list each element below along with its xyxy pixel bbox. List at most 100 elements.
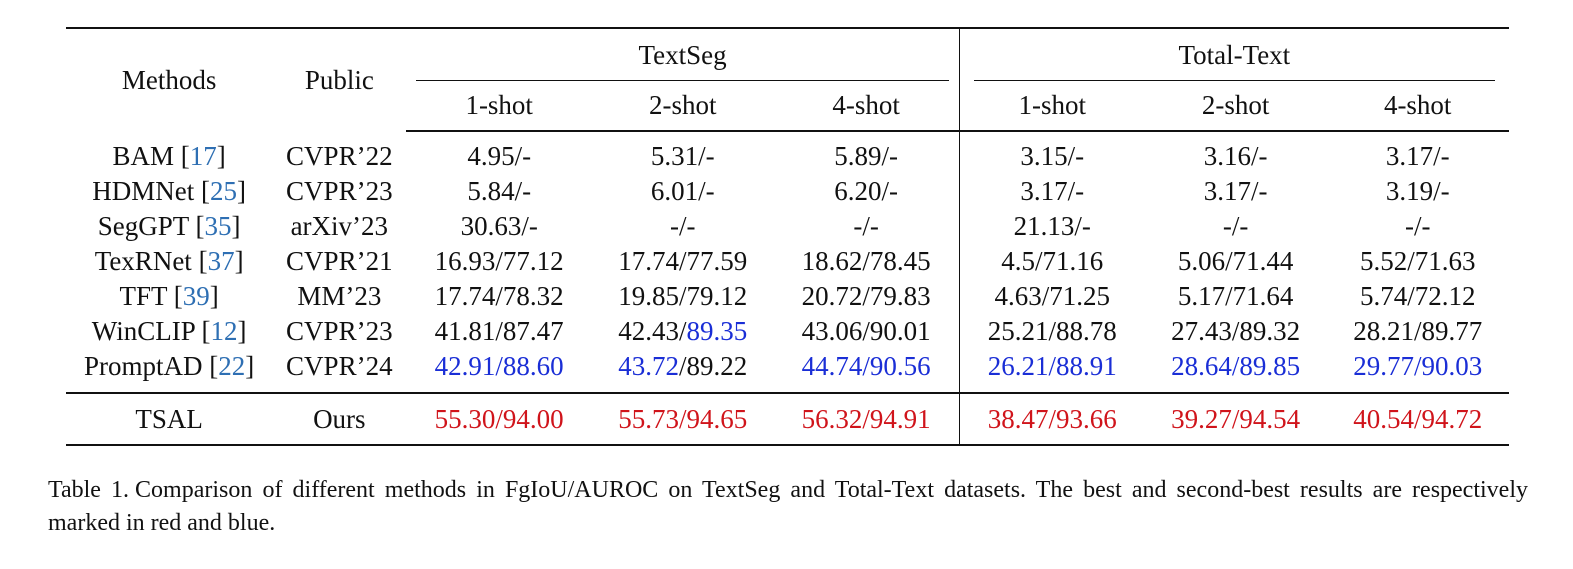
method-name-cell: HDMNet [25]: [92, 176, 247, 206]
caption-label: Table 1.: [48, 477, 130, 503]
score-cell: 27.43/89.32: [1145, 314, 1327, 349]
score-value: 17.74/77.59: [618, 246, 748, 276]
venue: CVPR’23: [286, 316, 393, 346]
score-cell: 38.47/93.66: [958, 392, 1145, 446]
score-cell: 20.72/79.83: [774, 279, 960, 314]
venue: Ours: [272, 392, 407, 446]
score-cell: 5.17/71.64: [1145, 279, 1327, 314]
score-value: 4.5/71.16: [1001, 246, 1104, 276]
score-value: 21.13/-: [1013, 211, 1091, 241]
score-value: 19.85/79.12: [618, 281, 748, 311]
textseg-group-rule: [416, 80, 949, 81]
score-cell: 4.63/71.25: [958, 279, 1145, 314]
table-row: SegGPT [35] arXiv’23 30.63/- -/- -/- 21.13/- -…: [66, 209, 1509, 244]
table-row: HDMNet [25] CVPR’23 5.84/- 6.01/- 6.20/- 3.17…: [66, 174, 1509, 209]
score-value: 3.16/-: [1203, 141, 1268, 171]
table-row: BAM [17] CVPR’22 4.95/- 5.31/- 5.89/- 3.15/- 3…: [66, 131, 1509, 174]
citation-link[interactable]: 17: [189, 140, 217, 171]
header-shot: 2-shot: [592, 81, 774, 132]
score-value: 5.06/71.44: [1177, 246, 1294, 276]
score-value: 41.81/87.47: [434, 316, 564, 346]
venue: CVPR’24: [286, 351, 393, 381]
score-value: 3.17/-: [1020, 176, 1085, 206]
score-value: 27.43/89.32: [1171, 316, 1301, 346]
score-cell: 6.01/-: [592, 174, 774, 209]
citation-link[interactable]: 39: [182, 281, 210, 311]
score-value: 17.74/78.32: [434, 281, 564, 311]
method-name: BAM: [112, 140, 175, 171]
method-name-cell: SegGPT [35]: [97, 211, 241, 241]
score-cell: 21.13/-: [958, 209, 1145, 244]
method-name: TFT: [119, 281, 168, 311]
score-cell: 39.27/94.54: [1144, 392, 1327, 446]
score-cell: 40.54/94.72: [1326, 392, 1509, 446]
score-cell: 5.06/71.44: [1145, 244, 1327, 279]
table-row: PromptAD [22] CVPR’24 42.91/88.60 43.72/89.…: [66, 349, 1509, 393]
score-value: /89.22: [679, 351, 748, 381]
score-value: 3.19/-: [1385, 176, 1450, 206]
venue: arXiv’23: [290, 211, 389, 241]
score-cell: 16.93/77.12: [406, 244, 592, 279]
score-cell: 5.74/72.12: [1326, 279, 1509, 314]
score-cell: 3.15/-: [958, 131, 1145, 174]
header-methods: Methods: [66, 27, 273, 131]
score-value: 5.89/-: [834, 141, 898, 171]
citation-link[interactable]: 12: [210, 316, 238, 346]
score-value: 43.72: [618, 351, 680, 381]
score-cell: 26.21/88.91: [958, 349, 1145, 393]
score-cell: 5.84/-: [406, 174, 592, 209]
score-cell: 17.74/77.59: [592, 244, 774, 279]
method-name-cell: TFT [39]: [119, 281, 219, 311]
score-cell: 42.43/89.35: [592, 314, 774, 349]
score-value: 5.84/-: [467, 176, 532, 206]
method-name-cell: WinCLIP [12]: [91, 316, 247, 346]
totaltext-group-rule: [973, 80, 1495, 81]
header-shot: 1-shot: [958, 81, 1145, 132]
score-value: 25.21/88.78: [987, 316, 1117, 346]
score-value: 44.74/90.56: [801, 351, 931, 381]
venue: CVPR’21: [286, 246, 393, 276]
header-shot: 4-shot: [773, 81, 960, 132]
table-row: TexRNet [37] CVPR’21 16.93/77.12 17.74/77.5…: [66, 244, 1509, 279]
score-cell: 3.17/-: [1145, 174, 1327, 209]
caption-text: Comparison of different methods in FgIoU…: [48, 477, 1528, 536]
score-cell: -/-: [592, 209, 774, 244]
method-name-cell: PromptAD [22]: [84, 351, 255, 381]
score-value: 4.63/71.25: [994, 281, 1111, 311]
table-caption: Table 1. Comparison of different methods …: [48, 474, 1528, 540]
score-value: 5.74/72.12: [1359, 281, 1476, 311]
citation-link[interactable]: 25: [210, 176, 238, 206]
results-table-container: Methods Public TextSeg Total-Text 1-shot…: [66, 27, 1509, 446]
citation-link[interactable]: 37: [207, 246, 235, 276]
score-cell: 55.73/94.65: [592, 392, 774, 446]
method-name: PromptAD: [84, 351, 203, 381]
score-value: -/-: [670, 211, 696, 241]
table-row-ours: TSAL Ours 55.30/94.00 55.73/94.65 56.32/…: [66, 392, 1509, 446]
score-cell: 5.31/-: [592, 131, 774, 174]
score-value: 29.77/90.03: [1353, 351, 1483, 381]
citation-link[interactable]: 22: [218, 351, 246, 381]
score-cell: -/-: [1326, 209, 1509, 244]
score-cell: 43.06/90.01: [774, 314, 960, 349]
venue: CVPR’23: [286, 176, 393, 206]
score-value: 30.63/-: [460, 211, 538, 241]
header-shot: 2-shot: [1144, 81, 1327, 132]
score-value: 18.62/78.45: [801, 246, 931, 276]
table-row: TFT [39] MM’23 17.74/78.32 19.85/79.12 20.72…: [66, 279, 1509, 314]
score-cell: 5.89/-: [774, 131, 960, 174]
score-cell: 3.17/-: [1326, 131, 1509, 174]
citation-link[interactable]: 35: [204, 211, 232, 241]
score-cell: 17.74/78.32: [406, 279, 592, 314]
method-name-cell: TexRNet [37]: [94, 246, 244, 276]
score-value: 6.20/-: [834, 176, 898, 206]
score-cell: 56.32/94.91: [773, 392, 960, 446]
score-cell: 4.95/-: [406, 131, 592, 174]
score-cell: -/-: [1145, 209, 1327, 244]
score-cell: 18.62/78.45: [774, 244, 960, 279]
score-value: 16.93/77.12: [434, 246, 564, 276]
score-cell: 30.63/-: [406, 209, 592, 244]
score-value: 26.21/88.91: [987, 351, 1117, 381]
score-value: 6.01/-: [650, 176, 715, 206]
score-cell: 29.77/90.03: [1326, 349, 1509, 393]
method-name: HDMNet: [92, 176, 195, 206]
